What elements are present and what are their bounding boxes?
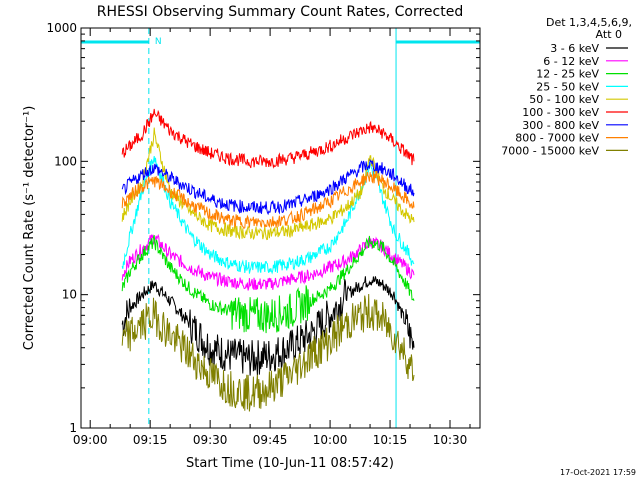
x-tick-label: 09:15 <box>133 433 168 447</box>
series-line-3 <box>121 155 415 275</box>
y-tick-label: 100 <box>54 154 77 168</box>
series-line-0 <box>121 276 415 376</box>
legend-label: 800 - 7000 keV <box>515 132 599 145</box>
x-tick-label: 09:00 <box>73 433 108 447</box>
x-tick-label: 10:30 <box>433 433 468 447</box>
x-tick-label: 10:00 <box>313 433 348 447</box>
series-line-6 <box>121 158 415 216</box>
legend-label: 6 - 12 keV <box>543 55 599 68</box>
legend-label: 7000 - 15000 keV <box>501 144 599 157</box>
y-tick-label: 1 <box>69 421 77 435</box>
x-tick-label: 10:15 <box>373 433 408 447</box>
series-line-7 <box>121 170 415 229</box>
legend-header-line-2: Att 0 <box>596 28 622 41</box>
x-axis-label: Start Time (10-Jun-11 08:57:42) <box>186 456 394 471</box>
legend-label: 12 - 25 keV <box>536 68 599 81</box>
night-marker-label: N <box>155 37 162 47</box>
y-axis-label: Corrected Count Rate (s⁻¹ detector⁻¹) <box>22 106 37 351</box>
y-tick-label: 10 <box>62 288 77 302</box>
legend-label: 300 - 800 keV <box>522 119 599 132</box>
series-line-2 <box>121 235 415 334</box>
legend-header-line-1: Det 1,3,4,5,6,9, <box>546 16 632 29</box>
timestamp: 17-Oct-2021 17:59 <box>560 468 636 477</box>
x-tick-label: 09:45 <box>253 433 288 447</box>
series-line-1 <box>121 233 415 291</box>
plot-area: N <box>80 28 481 428</box>
plot-frame <box>80 27 481 429</box>
y-tick-label: 1000 <box>46 21 77 35</box>
axes: 1 10 100 1000 09:00 09:15 09:30 09:45 10:00 10:15… <box>46 21 481 447</box>
series-line-5 <box>121 108 415 169</box>
legend-label: 50 - 100 keV <box>529 93 599 106</box>
legend-label: 3 - 6 keV <box>550 42 599 55</box>
legend-label: 100 - 300 keV <box>522 106 599 119</box>
chart-title: RHESSI Observing Summary Count Rates, Co… <box>97 4 463 20</box>
x-tick-label: 09:30 <box>193 433 228 447</box>
series-line-8 <box>121 293 415 412</box>
legend-label: 25 - 50 keV <box>536 80 599 93</box>
